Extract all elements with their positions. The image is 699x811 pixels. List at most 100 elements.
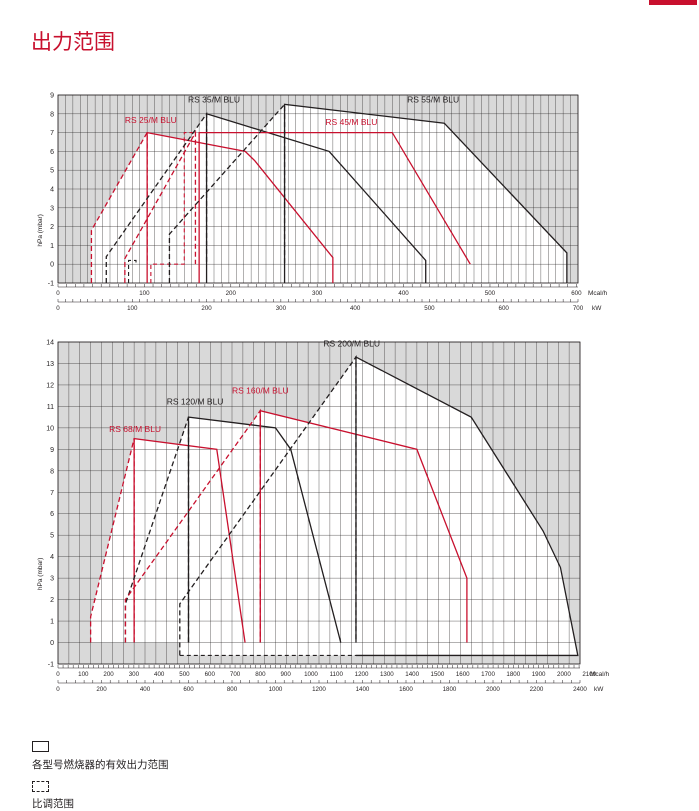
y-tick-label: 12: [46, 382, 54, 389]
series-dashed-rs-68-m-blu: [89, 438, 135, 643]
legend-solid-box: [32, 741, 49, 752]
y-tick-label: 2: [50, 597, 54, 604]
y-tick-label: 0: [50, 640, 54, 647]
y-tick-label: -1: [48, 662, 54, 669]
series-label: RS 68/M BLU: [109, 424, 161, 434]
kw-tick-label: 1800: [443, 686, 457, 693]
kw-tick-label: 800: [227, 686, 238, 693]
mcal-tick-label: 100: [139, 290, 150, 297]
y-tick-label: 11: [47, 404, 54, 411]
mcal-tick-label: 1200: [355, 671, 369, 678]
kw-tick-label: 500: [424, 305, 435, 312]
grid: [57, 94, 579, 284]
kw-tick-label: 0: [56, 305, 60, 312]
series-inner-rs-25-m-blu: [150, 132, 194, 283]
mcal-tick-label: 500: [485, 290, 496, 297]
kw-tick-label: 600: [499, 305, 510, 312]
y-tick-label: 4: [50, 554, 54, 561]
series-dashed-rs-45-m-blu: [124, 130, 197, 283]
mcal-tick-label: 500: [179, 671, 190, 678]
mcal-tick-label: 700: [230, 671, 241, 678]
mcal-tick-label: 1100: [330, 671, 344, 678]
kw-tick-label: 100: [127, 305, 138, 312]
series-fill-3: [179, 357, 578, 656]
kw-tick-label: 1000: [269, 686, 283, 693]
series-dashed-rs-200-m-blu: [179, 354, 357, 656]
mcal-tick-label: 900: [280, 671, 291, 678]
y-axis-label: hPa (mbar): [37, 558, 44, 591]
kw-tick-label: 700: [573, 305, 584, 312]
mcal-tick-label: 1700: [481, 671, 495, 678]
y-tick-label: 7: [50, 130, 54, 137]
y-tick-label: 10: [46, 425, 54, 432]
mcal-tick-label: 300: [312, 290, 323, 297]
series-line-rs-25-m-blu: [146, 131, 334, 283]
kw-tick-label: 600: [183, 686, 194, 693]
series-label: RS 45/M BLU: [325, 117, 377, 127]
series-label: RS 25/M BLU: [125, 115, 177, 125]
kw-tick-label: 2000: [486, 686, 500, 693]
mcal-tick-label: 100: [78, 671, 89, 678]
legend-solid-label: 各型号燃烧器的有效出力范围: [32, 759, 169, 771]
plot-frame: [57, 94, 579, 284]
y-tick-label: 5: [50, 533, 54, 540]
mcal-tick-label: 1400: [405, 671, 419, 678]
mcal-tick-label: 600: [571, 290, 582, 297]
series-label: RS 120/M BLU: [167, 396, 224, 406]
y-tick-label: 13: [46, 361, 54, 368]
y-tick-label: 3: [50, 576, 54, 583]
plot-frame: [57, 341, 581, 665]
y-tick-label: 0: [50, 262, 54, 269]
y-tick-label: 1: [50, 619, 54, 626]
series-dashed-rs-55-m-blu: [168, 102, 286, 283]
mcal-tick-label: 400: [398, 290, 409, 297]
y-tick-label: 9: [50, 93, 54, 100]
mcal-tick-label: 600: [205, 671, 216, 678]
mcal-unit-label: Mcal/h: [588, 290, 608, 297]
series-line-rs-68-m-blu: [133, 437, 246, 643]
series-label: RS 200/M BLU: [323, 338, 380, 348]
series-label: RS 160/M BLU: [232, 386, 289, 396]
mcal-tick-label: 1900: [532, 671, 546, 678]
series-line-rs-120-m-blu: [187, 416, 342, 643]
legend-dashed-label: 比调范围: [32, 798, 74, 810]
mcal-tick-label: 2100: [582, 671, 596, 678]
y-tick-label: 9: [50, 447, 54, 454]
y-tick-label: -1: [48, 281, 54, 288]
mcal-tick-label: 1000: [304, 671, 318, 678]
mcal-tick-label: 400: [154, 671, 165, 678]
series-label: RS 35/M BLU: [188, 95, 240, 105]
kw-tick-label: 2400: [573, 686, 587, 693]
kw-tick-label: 400: [350, 305, 361, 312]
mcal-tick-label: 200: [226, 290, 237, 297]
legend-dashed-box: [32, 781, 49, 792]
y-tick-label: 4: [50, 187, 54, 194]
brand-logo: [649, 0, 697, 5]
page-title: 出力范围: [31, 31, 115, 54]
y-tick-label: 1: [50, 243, 54, 250]
mcal-tick-label: 1300: [380, 671, 394, 678]
mcal-tick-label: 1800: [506, 671, 520, 678]
mcal-tick-label: 800: [255, 671, 266, 678]
mcal-tick-label: 300: [129, 671, 140, 678]
mcal-unit-label: Mcal/h: [590, 671, 610, 678]
kw-tick-label: 200: [96, 686, 107, 693]
mcal-tick-label: 1500: [431, 671, 445, 678]
kw-tick-label: 400: [140, 686, 151, 693]
kw-tick-label: 200: [201, 305, 212, 312]
kw-tick-label: 1200: [312, 686, 326, 693]
kw-tick-label: 2200: [530, 686, 544, 693]
y-tick-label: 2: [50, 224, 54, 231]
kw-unit-label: kW: [592, 305, 602, 312]
y-tick-label: 3: [50, 205, 54, 212]
series-fill-3: [169, 104, 567, 284]
series-dashed-rs-25-m-blu: [90, 130, 148, 283]
kw-tick-label: 1600: [399, 686, 413, 693]
series-dashed-rs-35-m-blu: [105, 111, 208, 283]
mcal-tick-label: 200: [103, 671, 114, 678]
y-tick-label: 5: [50, 168, 54, 175]
mcal-tick-label: 0: [56, 671, 60, 678]
series-inner-rs-35-m-blu: [128, 259, 137, 283]
